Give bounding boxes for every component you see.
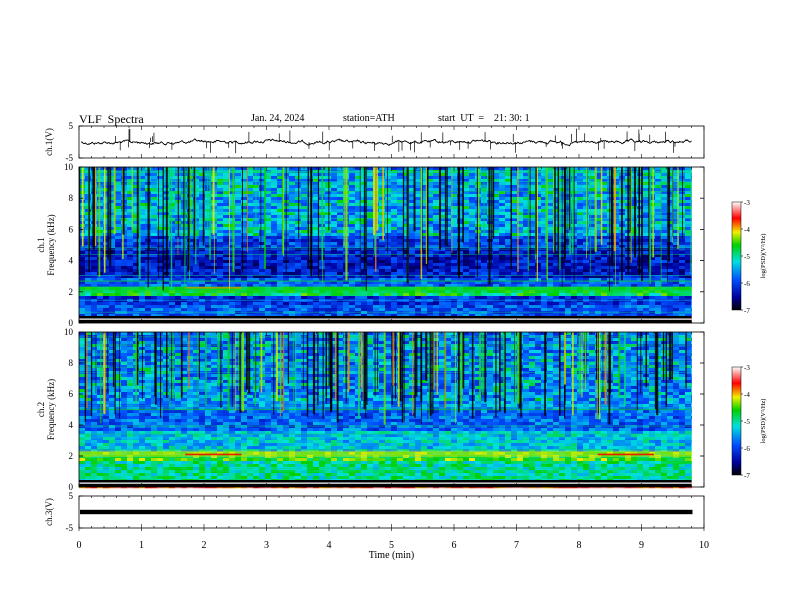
ch1-ytick-label: 5 bbox=[69, 121, 74, 131]
ch2-tweek-band bbox=[79, 450, 692, 457]
ch2-colorbar-tick-label: -7 bbox=[744, 472, 750, 480]
chart-title: VLF Spectra bbox=[79, 112, 144, 126]
ch3-ytick-label: 5 bbox=[69, 491, 74, 501]
ch1-colorbar bbox=[731, 201, 742, 311]
x-axis-tick-label: 0 bbox=[77, 540, 82, 551]
ch3-ytick-label: -5 bbox=[66, 523, 74, 533]
ch1-colorbar-label: log(PSD)(V²/Hz) bbox=[760, 234, 767, 279]
x-axis-tick-label: 7 bbox=[514, 540, 519, 551]
ch1-waveform-line bbox=[80, 138, 692, 147]
date-label: Jan. 24, 2024 bbox=[251, 113, 305, 124]
ch2-ytick-label: 0 bbox=[69, 482, 74, 492]
ch2-ytick-label: 10 bbox=[64, 327, 74, 337]
ch2-ytick-label: 6 bbox=[69, 389, 74, 399]
ch2-colorbar bbox=[731, 366, 742, 476]
x-axis-tick-label: 6 bbox=[452, 540, 457, 551]
ch2-colorbar-tick-label: -3 bbox=[744, 364, 750, 372]
ch1-ylabel-line: Frequency (kHz) bbox=[46, 214, 56, 275]
ch1-colorbar-tick-label: -4 bbox=[744, 226, 750, 234]
station-label: station=ATH bbox=[343, 113, 395, 124]
ch1-colorbar-tick-label: -6 bbox=[744, 280, 750, 288]
ch2-ytick-label: 2 bbox=[69, 451, 74, 461]
ch2-ytick-label: 8 bbox=[69, 358, 74, 368]
ch2-ylabel-line: ch.2 bbox=[36, 402, 46, 417]
ch1-ytick-label: 10 bbox=[64, 162, 74, 172]
x-axis-tick-label: 10 bbox=[699, 540, 709, 551]
ch1-colorbar-tick-label: -3 bbox=[744, 199, 750, 207]
ch1-ytick-label: 6 bbox=[69, 224, 74, 234]
ch1-ylabel-line: ch.1 bbox=[36, 237, 46, 252]
ch1-ylabel: ch.1 Frequency (kHz) bbox=[36, 214, 56, 275]
ch1-ylabel: ch.1(V) bbox=[44, 128, 54, 156]
ch2-ylabel-line: Frequency (kHz) bbox=[46, 379, 56, 440]
ch1-colorbar-tick-label: -5 bbox=[744, 253, 750, 261]
start-time-label: start UT = 21: 30: 1 bbox=[438, 113, 530, 124]
ch2-colorbar-tick-label: -5 bbox=[744, 418, 750, 426]
ch1-colorbar-tick-label: -7 bbox=[744, 307, 750, 315]
x-axis-tick-label: 9 bbox=[639, 540, 644, 551]
ch2-colorbar-tick-label: -6 bbox=[744, 445, 750, 453]
ch3-ylabel: ch.3(V) bbox=[44, 498, 54, 526]
x-axis-tick-label: 3 bbox=[264, 540, 269, 551]
ch1-ytick-label: -5 bbox=[66, 153, 74, 163]
ch2-ylabel: ch.2 Frequency (kHz) bbox=[36, 379, 56, 440]
ch1-tweek-band bbox=[79, 286, 692, 293]
x-axis-label: Time (min) bbox=[369, 550, 414, 561]
x-axis-tick-label: 1 bbox=[139, 540, 144, 551]
x-axis-tick-label: 4 bbox=[327, 540, 332, 551]
ch1-ytick-label: 8 bbox=[69, 193, 74, 203]
ch2-ytick-label: 4 bbox=[69, 420, 74, 430]
ch1-ytick-label: 4 bbox=[69, 256, 74, 266]
ch3-waveform-line bbox=[80, 509, 693, 515]
ch2-colorbar-tick-label: -4 bbox=[744, 391, 750, 399]
ch2-colorbar-label: log(PSD)(V²/Hz) bbox=[760, 399, 767, 444]
x-axis-tick-label: 8 bbox=[577, 540, 582, 551]
x-axis-tick-label: 5 bbox=[389, 540, 394, 551]
ch1-ytick-label: 2 bbox=[69, 287, 74, 297]
ch1-ytick-label: 0 bbox=[69, 318, 74, 328]
x-axis-tick-label: 2 bbox=[202, 540, 207, 551]
